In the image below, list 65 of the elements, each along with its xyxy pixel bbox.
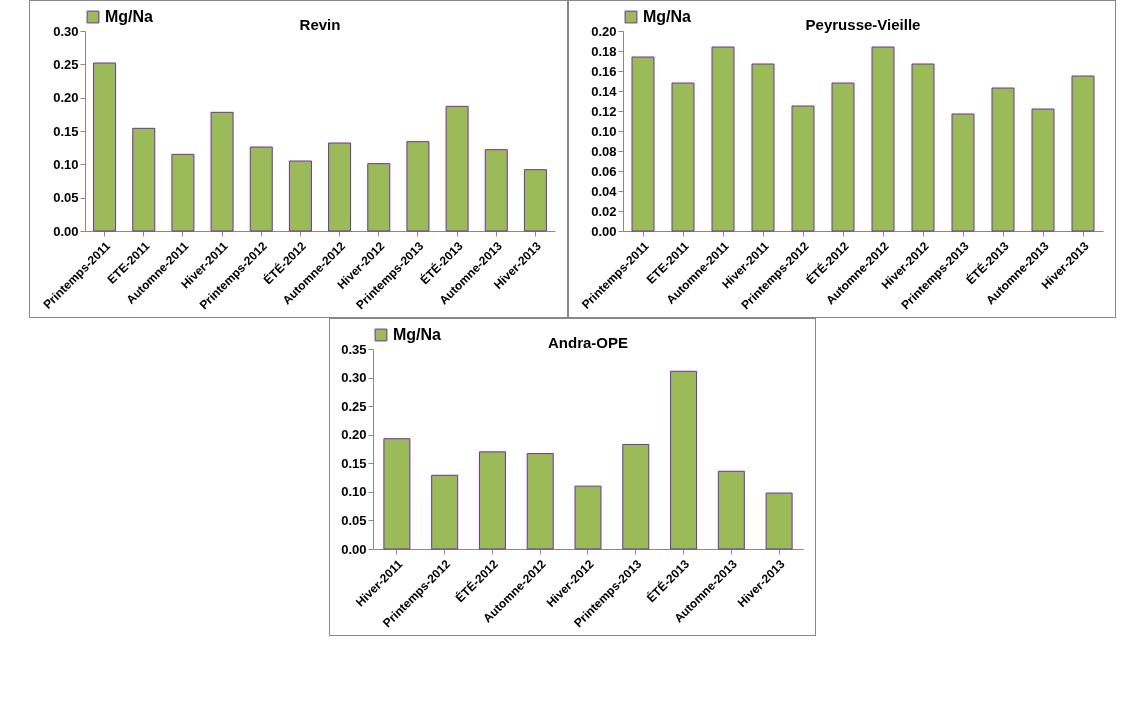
y-tick-label: 0.00 — [340, 541, 366, 557]
bar — [382, 438, 410, 550]
y-tick-label: 0.30 — [340, 370, 366, 386]
bar — [445, 105, 469, 232]
chart-title: Andra-OPE — [547, 334, 628, 351]
y-tick-label: 0.05 — [340, 512, 366, 528]
bar — [911, 63, 934, 232]
legend-label: Mg/Na — [104, 8, 153, 25]
y-tick-label: 0.20 — [590, 23, 616, 39]
bar — [131, 127, 155, 232]
y-tick-label: 0.20 — [340, 427, 366, 443]
bar — [631, 56, 654, 232]
bar — [791, 105, 814, 232]
bar — [765, 492, 793, 550]
bar — [751, 63, 774, 232]
y-tick-label: 0.10 — [52, 156, 78, 172]
bar — [430, 474, 458, 550]
y-tick-label: 0.02 — [590, 203, 616, 219]
legend-label: Mg/Na — [392, 326, 441, 343]
y-tick-label: 0.25 — [340, 398, 366, 414]
bar — [871, 46, 894, 232]
bar — [249, 146, 273, 232]
y-tick-label: 0.15 — [52, 123, 78, 139]
bar — [621, 443, 649, 550]
y-tick-label: 0.35 — [340, 341, 366, 357]
bar — [991, 87, 1014, 232]
y-tick-label: 0.00 — [52, 223, 78, 239]
bar — [669, 370, 697, 550]
bar — [1031, 108, 1054, 232]
y-tick-label: 0.25 — [52, 56, 78, 72]
bar — [711, 46, 734, 232]
bar — [478, 451, 506, 550]
bar — [170, 153, 194, 232]
y-tick-label: 0.05 — [52, 190, 78, 206]
bar — [717, 470, 745, 550]
y-tick-label: 0.14 — [590, 83, 617, 99]
legend-label: Mg/Na — [642, 8, 691, 25]
chart-title: Peyrusse-Vieille — [805, 16, 920, 33]
y-tick-label: 0.08 — [590, 143, 616, 159]
y-tick-label: 0.20 — [52, 90, 78, 106]
bar — [405, 141, 429, 232]
bar — [526, 453, 554, 550]
y-tick-label: 0.12 — [590, 103, 616, 119]
y-tick-label: 0.15 — [340, 455, 366, 471]
y-tick-label: 0.04 — [590, 183, 617, 199]
chart-title: Revin — [299, 16, 340, 33]
y-tick-label: 0.06 — [590, 163, 616, 179]
bar — [288, 160, 312, 232]
y-tick-label: 0.18 — [590, 43, 616, 59]
y-tick-label: 0.10 — [590, 123, 616, 139]
bar — [831, 82, 854, 232]
bar — [523, 169, 547, 232]
bar — [951, 113, 974, 232]
y-tick-label: 0.00 — [590, 223, 616, 239]
bar — [366, 163, 390, 232]
bar — [574, 485, 601, 550]
bar — [671, 82, 694, 232]
bar — [1071, 75, 1094, 232]
y-tick-label: 0.30 — [52, 23, 78, 39]
bar — [210, 111, 234, 232]
y-tick-label: 0.10 — [340, 484, 366, 500]
bar — [484, 149, 508, 232]
bar — [327, 142, 351, 232]
y-tick-label: 0.16 — [590, 63, 616, 79]
bar — [92, 62, 116, 232]
